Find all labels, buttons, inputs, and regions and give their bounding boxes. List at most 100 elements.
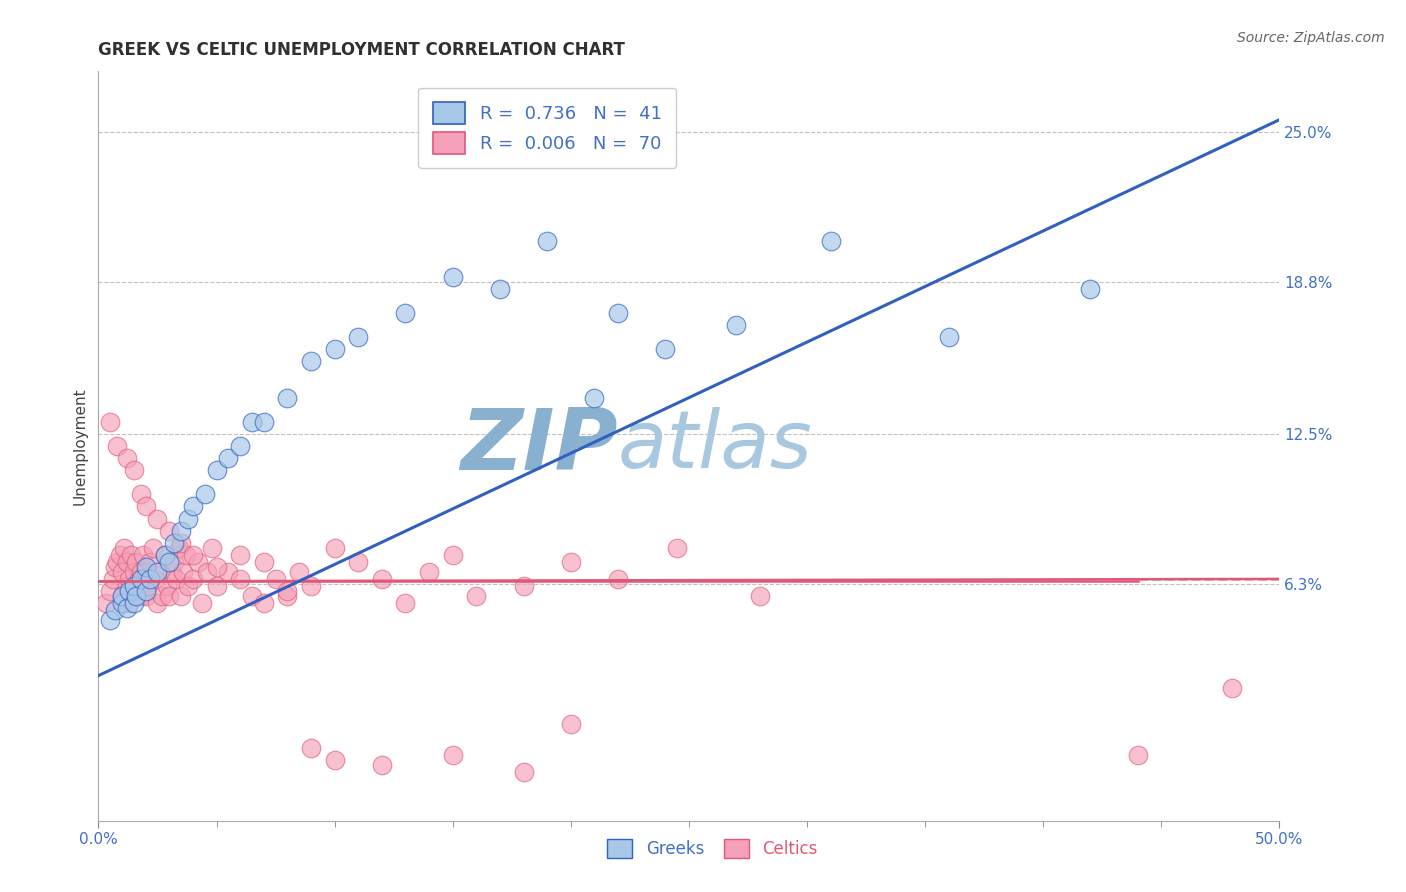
- Point: [299, 354, 322, 368]
- Point: [128, 572, 150, 586]
- Point: [118, 584, 141, 599]
- Point: [253, 596, 276, 610]
- Point: [170, 524, 193, 538]
- Point: [105, 439, 128, 453]
- Point: [201, 541, 224, 555]
- Point: [153, 548, 176, 562]
- Point: [101, 572, 124, 586]
- Point: [191, 596, 214, 610]
- Point: [149, 565, 172, 579]
- Point: [121, 548, 143, 562]
- Text: GREEK VS CELTIC UNEMPLOYMENT CORRELATION CHART: GREEK VS CELTIC UNEMPLOYMENT CORRELATION…: [98, 41, 626, 59]
- Point: [153, 548, 176, 562]
- Text: ZIP: ZIP: [460, 404, 619, 488]
- Point: [146, 596, 169, 610]
- Point: [654, 343, 676, 357]
- Point: [104, 603, 127, 617]
- Point: [139, 555, 162, 569]
- Point: [1126, 748, 1149, 763]
- Point: [607, 572, 630, 586]
- Point: [394, 596, 416, 610]
- Point: [441, 548, 464, 562]
- Point: [135, 589, 157, 603]
- Point: [347, 330, 370, 344]
- Point: [323, 753, 346, 767]
- Point: [129, 487, 152, 501]
- Point: [217, 451, 239, 466]
- Point: [1220, 681, 1243, 695]
- Point: [181, 500, 204, 514]
- Point: [181, 572, 204, 586]
- Point: [666, 541, 689, 555]
- Point: [165, 572, 187, 586]
- Point: [174, 548, 197, 562]
- Point: [157, 555, 180, 569]
- Point: [195, 565, 218, 579]
- Point: [229, 572, 252, 586]
- Point: [205, 559, 228, 574]
- Point: [299, 579, 322, 593]
- Point: [98, 613, 121, 627]
- Point: [115, 601, 138, 615]
- Point: [129, 572, 152, 586]
- Point: [135, 559, 157, 574]
- Point: [938, 330, 960, 344]
- Point: [172, 565, 194, 579]
- Point: [112, 541, 135, 555]
- Point: [135, 565, 157, 579]
- Point: [125, 584, 148, 599]
- Point: [104, 559, 127, 574]
- Point: [205, 579, 228, 593]
- Point: [98, 584, 121, 599]
- Point: [142, 541, 165, 555]
- Point: [163, 535, 186, 549]
- Point: [725, 318, 748, 333]
- Point: [512, 579, 534, 593]
- Point: [118, 572, 141, 586]
- Point: [276, 589, 298, 603]
- Point: [163, 555, 186, 569]
- Point: [1080, 282, 1102, 296]
- Point: [820, 234, 842, 248]
- Point: [217, 565, 239, 579]
- Point: [418, 565, 440, 579]
- Point: [156, 579, 179, 593]
- Point: [441, 269, 464, 284]
- Point: [111, 589, 134, 603]
- Point: [264, 572, 287, 586]
- Point: [240, 589, 263, 603]
- Point: [465, 589, 488, 603]
- Point: [276, 584, 298, 599]
- Point: [177, 511, 200, 525]
- Point: [371, 758, 394, 772]
- Point: [160, 565, 183, 579]
- Point: [115, 579, 138, 593]
- Point: [139, 572, 162, 586]
- Point: [489, 282, 512, 296]
- Point: [111, 589, 134, 603]
- Point: [125, 555, 148, 569]
- Text: Source: ZipAtlas.com: Source: ZipAtlas.com: [1237, 31, 1385, 45]
- Point: [187, 555, 209, 569]
- Point: [150, 589, 173, 603]
- Point: [394, 306, 416, 320]
- Point: [512, 765, 534, 780]
- Point: [194, 487, 217, 501]
- Point: [583, 391, 606, 405]
- Point: [135, 584, 157, 599]
- Point: [560, 555, 582, 569]
- Point: [136, 579, 159, 593]
- Point: [607, 306, 630, 320]
- Point: [135, 500, 157, 514]
- Point: [146, 565, 169, 579]
- Point: [157, 524, 180, 538]
- Point: [536, 234, 558, 248]
- Point: [132, 548, 155, 562]
- Point: [122, 589, 145, 603]
- Point: [125, 589, 148, 603]
- Point: [122, 579, 145, 593]
- Point: [129, 589, 152, 603]
- Point: [170, 535, 193, 549]
- Point: [253, 555, 276, 569]
- Point: [111, 596, 134, 610]
